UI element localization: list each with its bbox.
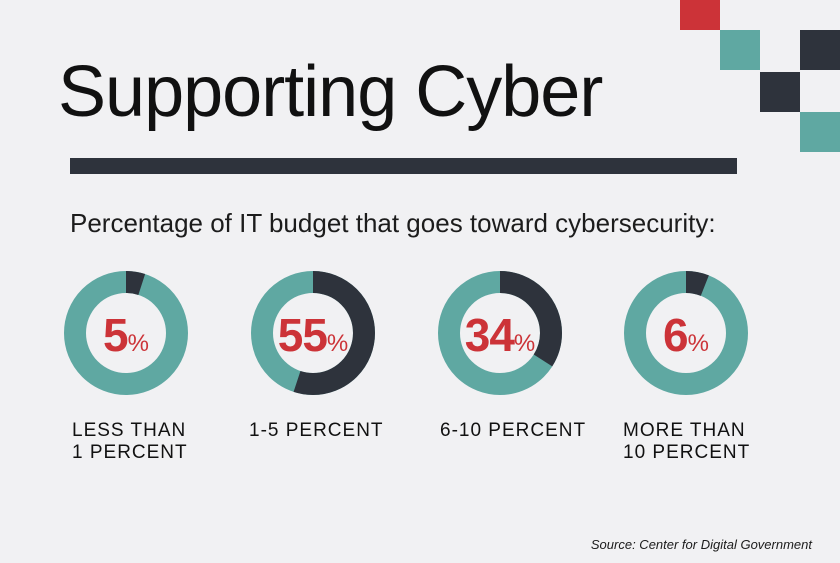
source-note: Source: Center for Digital Government [590, 537, 812, 552]
percent-label-3: 34% [430, 308, 570, 362]
percent-label-2: 55% [243, 308, 383, 362]
title-underline [70, 158, 737, 174]
percent-symbol: % [513, 330, 536, 357]
percent-value-1: 5 [103, 309, 129, 361]
donut-segment-1 [64, 271, 188, 395]
page-title: Supporting Cyber [58, 52, 603, 132]
percent-label-4: 6% [616, 308, 756, 362]
percent-value-2: 55 [277, 309, 328, 361]
decor-square-dark [760, 72, 800, 112]
donut-segment-2 [251, 271, 375, 395]
donut-segment-4 [624, 271, 748, 395]
category-label-1: LESS THAN 1 PERCENT [72, 420, 188, 463]
category-label-4: MORE THAN 10 PERCENT [623, 420, 751, 463]
percent-value-4: 6 [663, 309, 689, 361]
decor-square-red [680, 0, 720, 30]
percent-symbol: % [687, 330, 709, 357]
donut-segment-3 [438, 271, 562, 395]
chart-subtitle: Percentage of IT budget that goes toward… [70, 208, 716, 238]
category-label-3: 6-10 PERCENT [440, 420, 587, 441]
percent-label-1: 5% [56, 308, 196, 362]
percent-value-3: 34 [464, 309, 515, 361]
decor-square-teal [800, 112, 840, 152]
percent-symbol: % [127, 330, 149, 357]
decor-square-teal [720, 30, 760, 70]
category-label-2: 1-5 PERCENT [249, 420, 384, 441]
percent-symbol: % [326, 330, 349, 357]
decor-square-dark [800, 30, 840, 70]
